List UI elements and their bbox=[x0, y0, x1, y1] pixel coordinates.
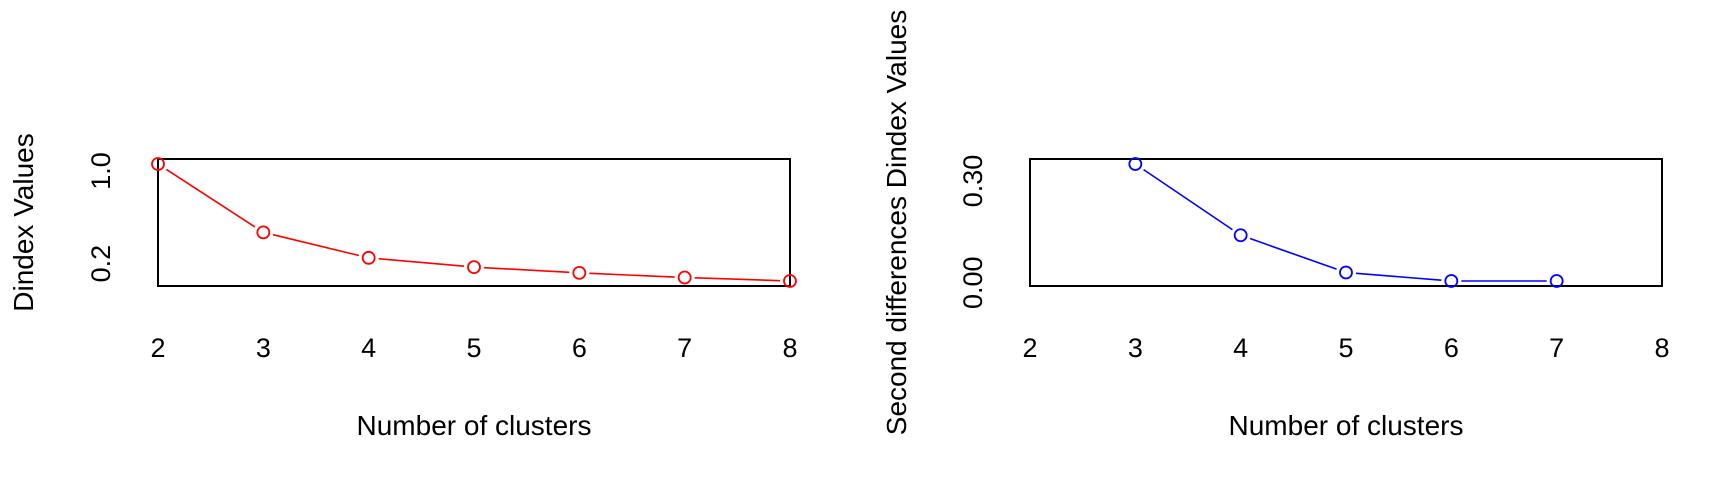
plot-frame bbox=[157, 158, 791, 287]
x-tick-label: 8 bbox=[782, 333, 797, 363]
x-tick-label: 4 bbox=[361, 333, 376, 363]
x-tick-label: 7 bbox=[1549, 333, 1564, 363]
chart-panel-second-differences: 2 3 4 5 6 7 8 0.30 0.00 Number of clusters Second … bbox=[881, 10, 1670, 441]
x-axis-title: Number of clusters bbox=[357, 410, 592, 441]
series-line-segment bbox=[1355, 272, 1442, 281]
y-axis-title: Dindex Values bbox=[8, 133, 39, 311]
data-point bbox=[572, 265, 587, 280]
plot-frame bbox=[1029, 158, 1663, 287]
x-tick-label: 3 bbox=[1128, 333, 1143, 363]
series-line-segment bbox=[1143, 168, 1233, 231]
data-point bbox=[467, 260, 481, 274]
x-tick-label: 8 bbox=[1654, 333, 1669, 363]
y-tick-label: 0.2 bbox=[86, 245, 116, 283]
series-line-segment bbox=[483, 266, 570, 274]
data-point bbox=[1128, 157, 1143, 171]
series-line-segment bbox=[165, 168, 256, 228]
x-tick-label: 3 bbox=[256, 333, 271, 363]
data-point bbox=[256, 225, 271, 240]
x-tick-label: 2 bbox=[1022, 333, 1037, 363]
data-point bbox=[1233, 228, 1248, 243]
series-line-segment bbox=[378, 257, 465, 268]
data-point bbox=[361, 250, 376, 265]
series-line-segment bbox=[1249, 237, 1337, 270]
x-tick-label: 2 bbox=[150, 333, 165, 363]
x-tick-label: 5 bbox=[1338, 333, 1353, 363]
x-tick-label: 6 bbox=[572, 333, 587, 363]
x-axis-title: Number of clusters bbox=[1229, 410, 1464, 441]
x-tick-label: 6 bbox=[1444, 333, 1459, 363]
series-line-segment bbox=[272, 233, 360, 257]
data-point bbox=[677, 270, 692, 285]
x-tick-label: 4 bbox=[1233, 333, 1248, 363]
data-point bbox=[1339, 265, 1353, 280]
data-point bbox=[783, 274, 797, 288]
y-tick-label: 0.30 bbox=[958, 155, 988, 208]
data-point bbox=[151, 157, 165, 171]
y-tick-label: 0.00 bbox=[958, 256, 988, 309]
data-point bbox=[1549, 274, 1564, 288]
series-line-segment bbox=[589, 272, 675, 278]
x-tick-label: 7 bbox=[677, 333, 692, 363]
chart-panel-dindex: 2 3 4 5 6 7 8 1.0 0.2 Number of clusters Dindex Va… bbox=[8, 133, 798, 441]
data-point bbox=[1444, 274, 1459, 288]
x-tick-label: 5 bbox=[466, 333, 481, 363]
y-tick-label: 1.0 bbox=[86, 152, 116, 190]
series-line-segment bbox=[694, 277, 781, 282]
y-axis-title: Second differences Dindex Values bbox=[881, 10, 912, 435]
